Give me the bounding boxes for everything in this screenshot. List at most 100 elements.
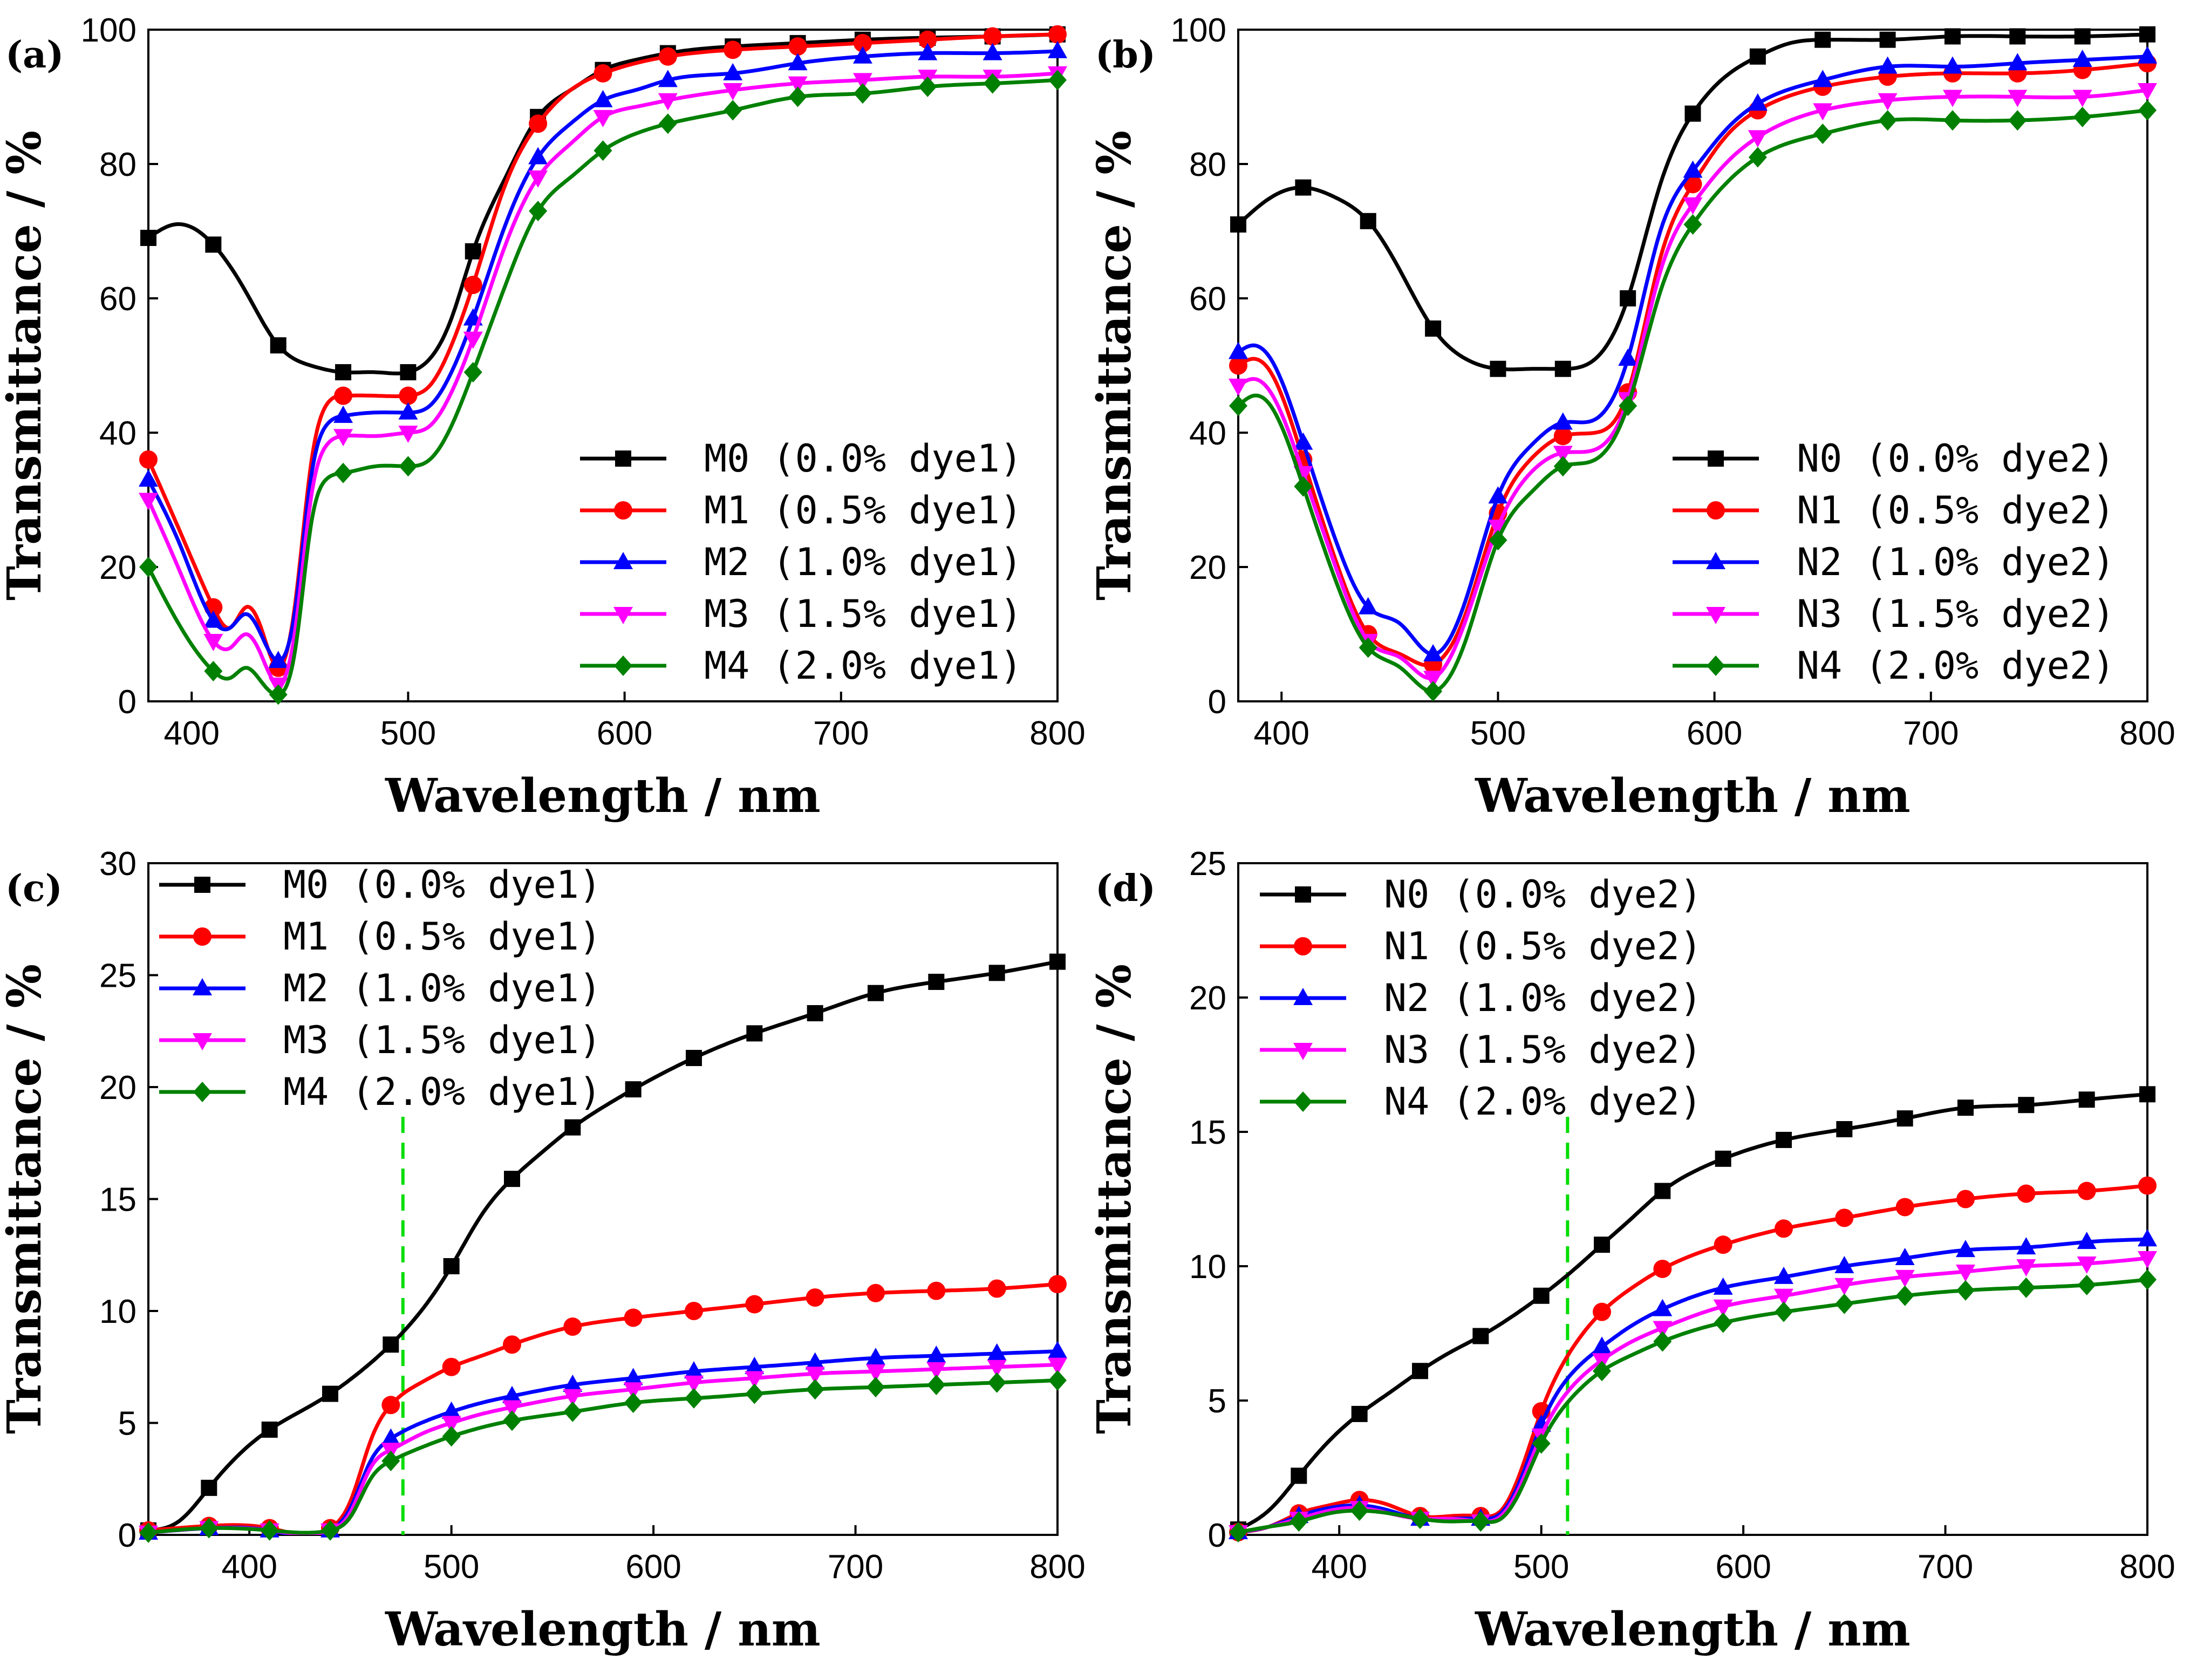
x-tick-label: 400 bbox=[221, 1548, 277, 1586]
x-tick-label: 500 bbox=[424, 1548, 479, 1586]
data-point bbox=[866, 1348, 885, 1365]
data-point bbox=[563, 1401, 582, 1422]
data-point bbox=[442, 1426, 461, 1447]
series-line bbox=[148, 32, 1058, 670]
data-point bbox=[788, 86, 807, 107]
y-tick-label: 20 bbox=[99, 549, 137, 586]
data-point bbox=[807, 1005, 823, 1022]
data-point bbox=[400, 364, 417, 380]
y-tick-label: 15 bbox=[1189, 1114, 1226, 1151]
data-point bbox=[2078, 1091, 2095, 1108]
y-tick-label: 0 bbox=[118, 1517, 137, 1554]
data-point bbox=[2017, 1184, 2036, 1203]
data-point bbox=[2138, 1251, 2157, 1269]
data-point bbox=[1878, 110, 1897, 131]
data-point bbox=[1748, 130, 1768, 148]
legend-marker bbox=[613, 607, 633, 624]
series-d-0 bbox=[1230, 1086, 2155, 1538]
data-point bbox=[805, 1367, 825, 1384]
data-point bbox=[927, 1281, 946, 1300]
data-point bbox=[1654, 1183, 1671, 1199]
data-point bbox=[399, 456, 418, 477]
legend-label: N2 (1.0% dye2) bbox=[1384, 976, 1702, 1020]
y-tick-label: 40 bbox=[1189, 415, 1226, 452]
legend-marker bbox=[193, 1033, 212, 1050]
data-point bbox=[2139, 1086, 2155, 1103]
legend-item: N2 (1.0% dye2) bbox=[1260, 976, 1702, 1020]
data-point bbox=[928, 973, 945, 990]
series-line bbox=[1238, 88, 2147, 680]
data-point bbox=[1592, 1336, 1612, 1354]
data-point bbox=[1291, 1467, 1307, 1484]
data-point bbox=[1593, 1302, 1611, 1321]
legend-marker bbox=[193, 1082, 212, 1102]
data-point bbox=[1813, 123, 1832, 144]
legend-label: N4 (2.0% dye2) bbox=[1384, 1080, 1702, 1124]
data-point bbox=[1714, 1235, 1732, 1254]
x-tick-label: 700 bbox=[1903, 715, 1959, 752]
panel-b: 400 500 600 700 800 0 20 40 60 80 100 Wavelength / … bbox=[1087, 12, 2175, 823]
data-point bbox=[204, 660, 223, 681]
data-point bbox=[1359, 637, 1377, 658]
legend-item: M1 (0.5% dye1) bbox=[159, 914, 602, 959]
panel-label: (d) bbox=[1095, 867, 1156, 910]
y-tick-label: 30 bbox=[99, 845, 137, 883]
legend-label: M0 (0.0% dye1) bbox=[283, 863, 602, 907]
data-point bbox=[1713, 1299, 1733, 1317]
data-point bbox=[593, 90, 613, 107]
data-point bbox=[1653, 1259, 1672, 1278]
data-point bbox=[140, 229, 156, 246]
data-point bbox=[563, 1374, 583, 1392]
legend-label: N0 (0.0% dye2) bbox=[1384, 872, 1702, 917]
series-line bbox=[1238, 1092, 2147, 1532]
x-tick-label: 500 bbox=[1470, 715, 1526, 752]
y-tick-label: 25 bbox=[99, 958, 137, 995]
data-point bbox=[983, 43, 1002, 60]
legend-label: N4 (2.0% dye2) bbox=[1797, 644, 2115, 688]
data-point bbox=[2138, 1229, 2157, 1247]
data-point bbox=[503, 1335, 521, 1354]
legend-label: M4 (2.0% dye1) bbox=[704, 644, 1022, 688]
data-point bbox=[1593, 1361, 1611, 1382]
legend-marker bbox=[1706, 552, 1725, 569]
data-point bbox=[1488, 486, 1508, 504]
series-line bbox=[1238, 108, 2147, 693]
data-point bbox=[1294, 476, 1313, 497]
x-tick-label: 800 bbox=[2119, 1548, 2175, 1586]
y-tick-label: 0 bbox=[118, 684, 137, 721]
data-point bbox=[398, 426, 418, 443]
y-axis-title: Transmittance / % bbox=[1087, 131, 1142, 600]
data-point bbox=[2008, 90, 2028, 107]
legend-marker bbox=[1707, 501, 1725, 520]
y-tick-label: 15 bbox=[99, 1182, 137, 1219]
legend-marker bbox=[1707, 655, 1725, 676]
x-tick-label: 600 bbox=[597, 715, 652, 752]
x-tick-label: 800 bbox=[1029, 1548, 1085, 1586]
data-point bbox=[1423, 671, 1443, 688]
data-point bbox=[1488, 520, 1508, 537]
data-point bbox=[1358, 597, 1378, 614]
x-tick-label: 700 bbox=[813, 715, 869, 752]
data-point bbox=[441, 1401, 461, 1419]
data-point bbox=[1229, 395, 1247, 416]
data-point bbox=[443, 1258, 460, 1274]
series-c-4 bbox=[139, 1370, 1067, 1543]
data-point bbox=[1748, 93, 1768, 111]
data-point bbox=[866, 1364, 885, 1382]
data-point bbox=[2016, 1237, 2036, 1255]
legend-item: M4 (2.0% dye1) bbox=[159, 1070, 602, 1114]
legend-marker bbox=[1706, 607, 1725, 624]
data-point bbox=[1683, 214, 1702, 235]
series-c-0 bbox=[140, 953, 1066, 1539]
legend-item: M1 (0.5% dye1) bbox=[580, 488, 1022, 532]
data-point bbox=[463, 361, 482, 383]
data-point bbox=[1295, 179, 1312, 196]
data-point bbox=[205, 236, 222, 253]
panel-a: 400 500 600 700 800 0 20 40 60 80 100 Wavelength / … bbox=[0, 12, 1086, 823]
data-point bbox=[1956, 1190, 1975, 1208]
legend-item: N1 (0.5% dye2) bbox=[1673, 488, 2115, 532]
data-point bbox=[1956, 1240, 1975, 1258]
data-point bbox=[724, 40, 742, 59]
series-line bbox=[1238, 1184, 2147, 1534]
data-point bbox=[745, 1383, 764, 1404]
